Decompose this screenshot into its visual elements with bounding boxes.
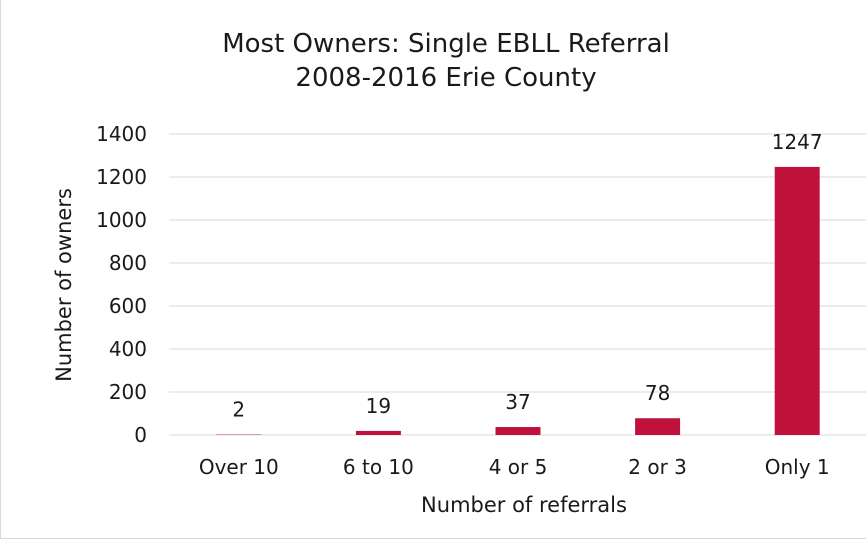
x-category-label: Over 10 [199,455,279,479]
y-axis-ticks: 0 200 400 600 800 1000 1200 1400 [96,122,147,447]
y-tick-label: 200 [109,380,147,404]
data-label: 1247 [772,130,823,154]
y-tick-label: 400 [109,337,147,361]
x-axis-categories: Over 10 6 to 10 4 or 5 2 or 3 Only 1 [199,455,830,479]
bar [635,418,680,435]
y-tick-label: 1200 [96,165,147,189]
data-label: 78 [645,381,670,405]
y-tick-label: 800 [109,251,147,275]
bar [496,427,541,435]
x-category-label: 4 or 5 [489,455,548,479]
data-label: 2 [232,398,245,422]
data-labels: 2 19 37 78 1247 [232,130,822,422]
data-label: 37 [505,390,530,414]
y-axis-title: Number of owners [52,188,76,382]
chart-title-line-2: 2008-2016 Erie County [295,63,596,93]
chart-title-line-1: Most Owners: Single EBLL Referral [222,29,670,59]
y-tick-label: 1000 [96,208,147,232]
x-category-label: 2 or 3 [628,455,687,479]
bar [775,167,820,435]
y-tick-label: 0 [134,423,147,447]
x-axis-title: Number of referrals [421,493,627,517]
bar [356,431,401,435]
y-tick-label: 1400 [96,122,147,146]
x-category-label: 6 to 10 [343,455,414,479]
y-tick-label: 600 [109,294,147,318]
x-category-label: Only 1 [765,455,830,479]
data-label: 19 [366,394,391,418]
